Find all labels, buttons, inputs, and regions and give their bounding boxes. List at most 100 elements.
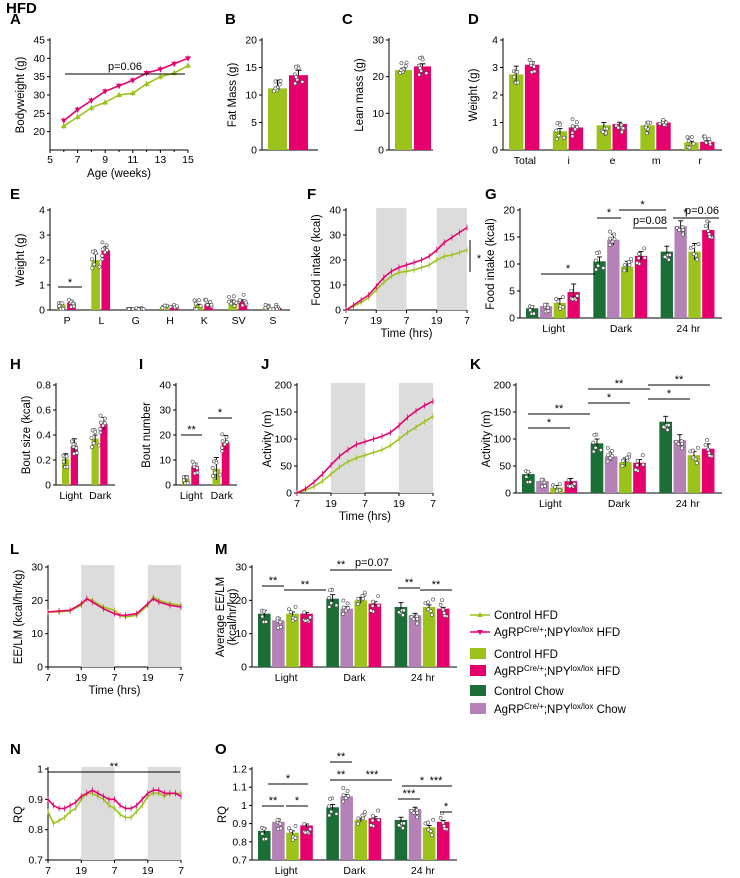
data-point	[622, 263, 627, 268]
y-axis-label: RQ	[13, 806, 25, 823]
x-tick-label: 19	[142, 672, 154, 684]
y-tick-label: 30	[31, 562, 43, 574]
y-tick-label: 10	[503, 259, 515, 271]
bar	[272, 620, 285, 667]
data-point	[275, 307, 279, 311]
y-tick-label: 0	[509, 313, 515, 325]
bar	[593, 261, 606, 318]
significance-label: **	[110, 761, 119, 773]
legend-label: Control Chow	[494, 686, 564, 698]
significance-label: *	[295, 795, 300, 807]
data-point	[665, 427, 670, 432]
bar	[509, 74, 524, 150]
data-point	[598, 448, 603, 452]
data-point	[529, 60, 534, 65]
series-ko-hfd	[47, 787, 182, 812]
significance-label: **	[269, 575, 278, 587]
bar	[634, 255, 648, 318]
data-point	[104, 243, 109, 248]
series-line	[63, 57, 189, 122]
data-point	[303, 618, 308, 623]
data-point	[296, 66, 301, 71]
x-tick-label: 7	[178, 865, 184, 877]
data-point	[592, 432, 597, 437]
data-point	[676, 441, 681, 446]
y-tick-label: 1.2	[232, 764, 247, 776]
panel-letter: G	[485, 186, 497, 203]
data-point	[601, 266, 606, 270]
data-point	[101, 423, 105, 428]
y-tick-label: 200	[274, 380, 292, 392]
series-ko-hfd	[60, 55, 191, 124]
y-tick-label: 10	[245, 90, 257, 102]
data-point	[593, 258, 598, 263]
y-tick-label: 10	[235, 628, 247, 640]
data-point	[605, 446, 610, 451]
y-tick-label: 0.9	[28, 794, 43, 806]
bar-ko-hfd	[414, 66, 431, 150]
bar	[221, 442, 230, 485]
data-point	[702, 134, 707, 139]
data-point	[303, 830, 308, 835]
data-point	[442, 824, 446, 828]
data-point	[345, 789, 350, 793]
y-tick-label: 20	[33, 126, 45, 138]
y-axis-label: Bodyweight (g)	[15, 56, 27, 133]
significance-label: **	[405, 577, 414, 589]
y-tick-label: 0.8	[232, 836, 247, 848]
data-point	[610, 449, 614, 453]
y-tick-label: 2	[492, 90, 498, 102]
data-point	[696, 242, 701, 247]
data-point	[293, 835, 298, 840]
data-point	[60, 123, 67, 129]
data-point	[657, 121, 662, 126]
data-point	[334, 603, 339, 608]
significance-label: *	[218, 407, 223, 419]
data-point	[512, 75, 517, 80]
data-point	[543, 302, 548, 307]
data-point	[570, 117, 575, 122]
data-point	[192, 462, 197, 467]
x-tick-label: 19	[393, 498, 405, 510]
y-tick-label: 20	[503, 205, 515, 217]
data-point	[116, 83, 122, 89]
data-point	[411, 617, 416, 622]
x-tick-label: 19	[370, 315, 382, 327]
data-point	[605, 459, 610, 464]
x-tick-label: H	[166, 315, 174, 327]
x-tick-label: K	[201, 315, 208, 327]
y-axis-label: Weight (g)	[15, 233, 27, 286]
significance-label: *	[683, 207, 688, 219]
y-axis-label: Average EE/LM	[215, 577, 227, 657]
data-point	[273, 79, 278, 84]
y-axis-label: Lean mass (g)	[354, 58, 366, 132]
significance-label: **	[337, 751, 346, 763]
data-point	[89, 436, 94, 440]
y-tick-label: 25	[33, 108, 45, 120]
y-tick-label: 10	[329, 280, 341, 292]
legend-item: Control Chow	[470, 685, 564, 698]
data-point	[526, 470, 531, 474]
data-point	[227, 299, 231, 304]
legend-label: AgRPCre/+;NPYlox/lox Chow	[494, 702, 627, 716]
bar	[272, 821, 285, 860]
panel-letter: J	[261, 356, 269, 373]
data-point	[370, 818, 375, 823]
data-point	[539, 477, 544, 482]
data-point	[557, 482, 562, 486]
legend-label: Control HFD	[494, 610, 558, 622]
x-tick-label: 24 hr	[411, 672, 435, 684]
data-point	[438, 602, 443, 607]
x-tick-label: 7	[112, 672, 118, 684]
data-point	[102, 99, 109, 105]
data-point	[646, 120, 651, 125]
data-point	[157, 67, 164, 73]
data-point	[516, 80, 520, 85]
legend-item: AgRPCre/+;NPYlox/lox HFD	[470, 664, 620, 678]
y-tick-label: 20	[329, 255, 341, 267]
data-point	[403, 64, 408, 69]
x-axis-label: Age (weeks)	[87, 168, 151, 180]
data-point	[415, 815, 420, 820]
data-point	[300, 79, 305, 84]
data-point	[275, 616, 280, 621]
